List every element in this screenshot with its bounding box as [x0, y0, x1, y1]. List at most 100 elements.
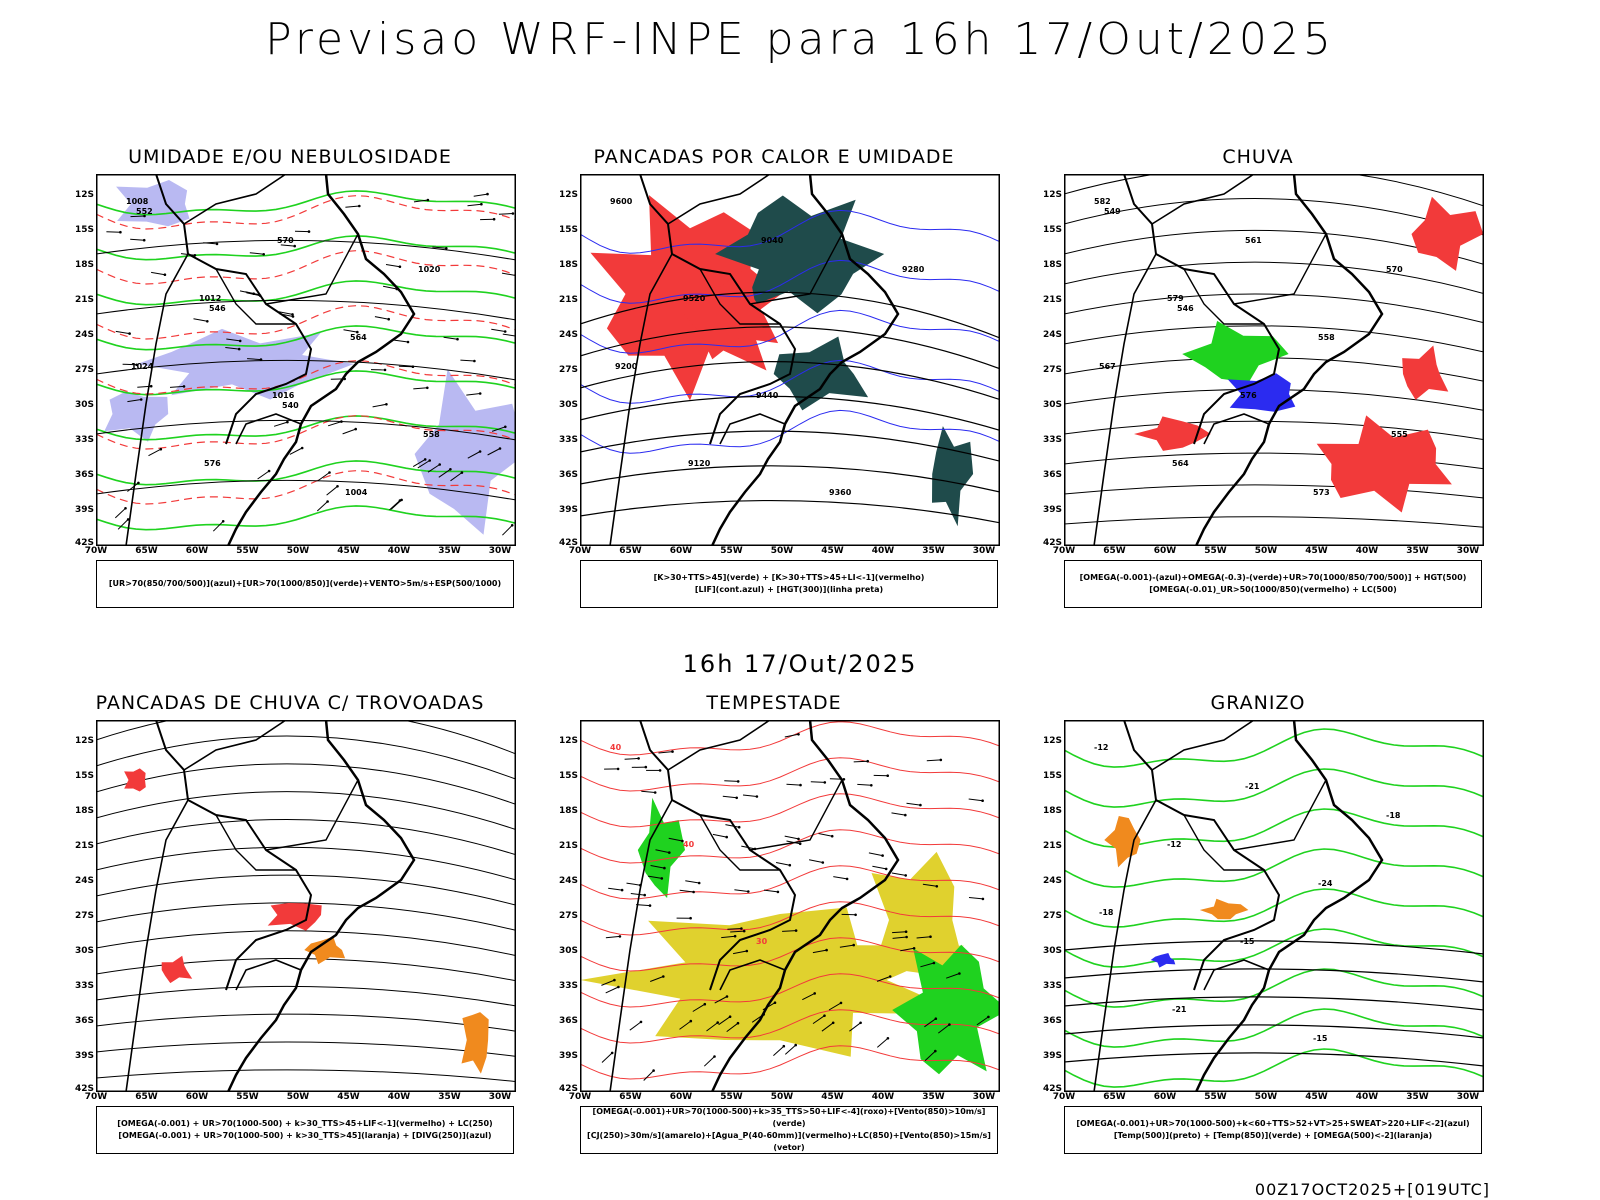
wind-vector-head: [406, 340, 410, 344]
contour-label: 582: [1094, 197, 1111, 206]
border-line: [609, 253, 673, 547]
wind-vector-head: [398, 265, 402, 268]
wind-vector-head: [163, 273, 167, 276]
contour-label: 9600: [610, 197, 633, 206]
wind-vector: [802, 992, 815, 1001]
lon-label: 40W: [1355, 546, 1379, 556]
lat-label: 33S: [74, 435, 94, 445]
wind-vector: [443, 336, 458, 340]
lat-label: 21S: [558, 295, 578, 305]
lat-label: 42S: [74, 1084, 94, 1094]
wind-vector: [924, 1018, 937, 1028]
wind-vector-head: [813, 992, 816, 995]
contour-label: 9200: [615, 362, 638, 371]
legend-line: [UR>70(850/700/500)](azul)+[UR>70(1000/8…: [108, 579, 502, 588]
lon-label: 65W: [135, 546, 158, 556]
temp500-contour: [1063, 940, 1485, 955]
contour-label: 9280: [902, 265, 925, 274]
wind-vector-head: [492, 217, 496, 221]
wind-vector: [630, 893, 645, 896]
contour-label: 567: [1099, 362, 1116, 371]
thickness-contour-red: [95, 250, 517, 285]
lat-label: 42S: [1042, 538, 1062, 548]
wind-vector-head: [613, 978, 616, 982]
wind-vector-head: [929, 935, 932, 938]
legend-line: [OMEGA(-0.001) + UR>70(1000-500) + k>30_…: [117, 1119, 493, 1128]
wind-vector-head: [267, 469, 271, 473]
lat-label: 15S: [558, 771, 578, 781]
wind-vector: [872, 865, 887, 870]
state-border: [749, 779, 843, 851]
wind-vector-head: [755, 795, 759, 798]
streamline: [95, 1041, 517, 1057]
border-line: [235, 413, 302, 445]
legend-line: [CJ(250)>30m/s](amarelo)+[Agua_P(40-60mm…: [587, 1131, 991, 1152]
wind-vector: [450, 472, 463, 482]
wind-vector-head: [735, 796, 738, 800]
wind-vector-head: [934, 1049, 937, 1053]
wind-vector: [280, 244, 295, 247]
wind-vector: [891, 872, 906, 876]
geopotential-line: [579, 499, 1001, 524]
lat-label: 39S: [1042, 505, 1062, 515]
wind-vector: [706, 1022, 718, 1032]
lon-label: 30W: [1456, 546, 1480, 556]
wind-vector: [193, 318, 208, 322]
lon-label: 40W: [871, 1092, 895, 1102]
state-border: [699, 814, 780, 871]
instability-fill-teal: [932, 426, 974, 527]
lon-label: 45W: [1305, 1092, 1328, 1102]
wind-vector-head: [904, 874, 907, 877]
coastline: [226, 719, 416, 1093]
wind-vector: [257, 470, 270, 480]
wind-vector: [148, 448, 162, 457]
legend-line: [LIF](cont.azul) + [HGT(300)](linha pret…: [694, 585, 884, 594]
wind-vector-head: [126, 518, 130, 521]
wind-vector-head: [478, 450, 482, 453]
temp500-contour: [1063, 1052, 1485, 1067]
map-canvas: 9600 9520 9440 9360 9280 9200 9120 9040: [579, 173, 1001, 547]
wind-vector: [773, 1045, 785, 1056]
wind-vector: [900, 947, 915, 952]
wind-vector-head: [736, 1021, 740, 1025]
streamline: [95, 763, 517, 805]
contour-label: 561: [1245, 236, 1262, 245]
wind-vector: [130, 215, 145, 218]
legend-line: [OMEGA(-0.01)_UR>50(1000/850)(vermelho) …: [1149, 585, 1397, 594]
border-line: [1203, 959, 1270, 991]
wind-vector-head: [799, 783, 802, 787]
contour-label: -15: [1240, 937, 1255, 946]
wind-vector-head: [881, 854, 884, 857]
streamline: [95, 846, 517, 881]
wind-vector: [390, 499, 402, 510]
thickness-contour-red: [95, 195, 517, 230]
wind-vector-head: [697, 881, 701, 885]
wind-vector-head: [510, 524, 514, 527]
humidity-fill-blue: [116, 180, 190, 227]
streamline-red: [579, 973, 1001, 1008]
wind-vector: [968, 897, 983, 900]
wind-vector: [502, 333, 517, 337]
wind-vector-head: [797, 837, 800, 841]
lat-label: 27S: [558, 911, 578, 921]
contour-label: 1016: [272, 391, 295, 400]
wind-vector: [833, 876, 848, 880]
forecast-time-label: 16h 17/Out/2025: [682, 650, 918, 678]
wind-vector-head: [823, 1014, 826, 1017]
streamline: [95, 1013, 517, 1032]
wind-vector-head: [291, 315, 295, 318]
humidity-contour-green: [95, 415, 517, 441]
wind-vector: [626, 882, 641, 886]
lat-label: 15S: [74, 771, 94, 781]
wind-vector: [491, 328, 506, 332]
lon-label: 35W: [438, 1092, 461, 1102]
wind-vector: [629, 1021, 642, 1031]
border-line: [125, 253, 189, 547]
lon-label: 30W: [972, 546, 996, 556]
humidity-contour-green: [95, 460, 517, 486]
wind-vector-head: [639, 1020, 643, 1024]
lat-label: 39S: [1042, 1051, 1062, 1061]
panel-chuva: CHUVA 12S 15S 18S 21S 24S 27S 30S 33S 36S 39S 42S 70…: [1008, 146, 1485, 626]
jet-fill-yellow: [580, 907, 965, 1057]
lon-label: 45W: [821, 546, 844, 556]
